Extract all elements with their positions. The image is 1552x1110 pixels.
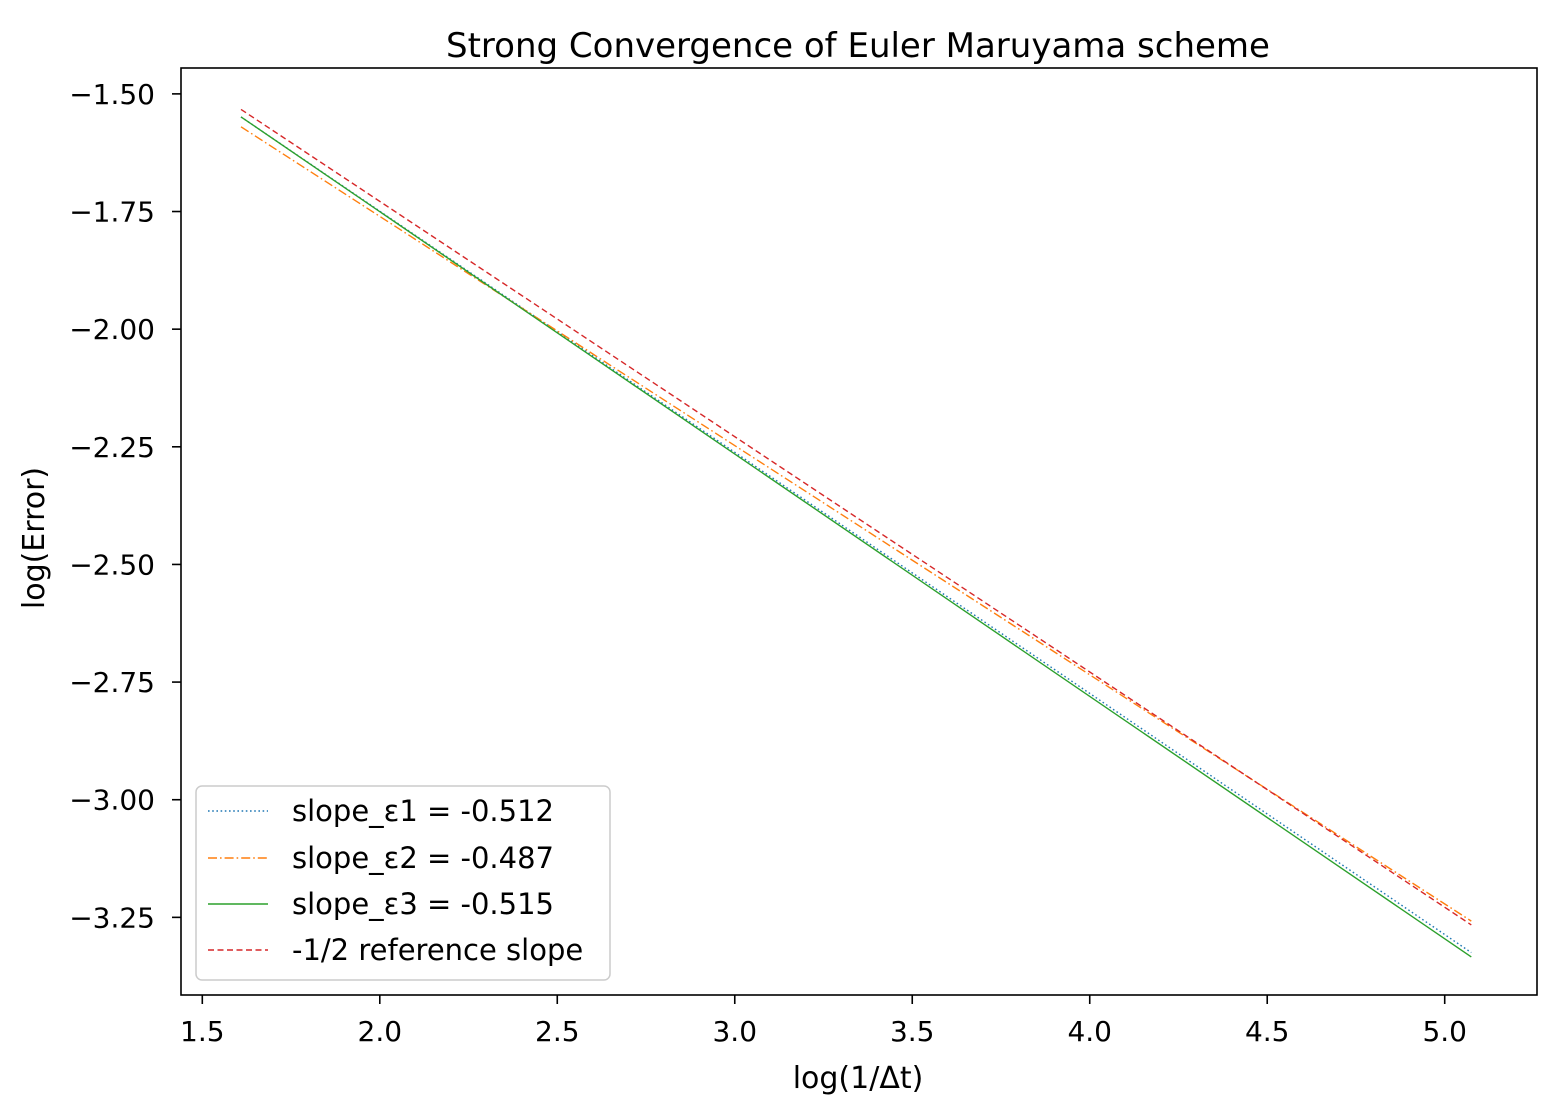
x-tick-label: 4.0 bbox=[1067, 1015, 1112, 1048]
x-axis: 1.5 2.0 2.5 3.0 3.5 4.0 4.5 5.0 bbox=[180, 995, 1467, 1048]
y-tick-label: −2.50 bbox=[69, 548, 155, 581]
x-tick-label: 3.5 bbox=[890, 1015, 935, 1048]
legend-label-1: slope_ε1 = -0.512 bbox=[292, 794, 554, 828]
legend-label-3: slope_ε3 = -0.515 bbox=[292, 887, 554, 921]
x-tick-label: 4.5 bbox=[1245, 1015, 1290, 1048]
y-tick-label: −1.50 bbox=[69, 78, 155, 111]
y-tick-label: −3.25 bbox=[69, 901, 155, 934]
y-tick-label: −3.00 bbox=[69, 784, 155, 817]
y-tick-label: −2.75 bbox=[69, 666, 155, 699]
legend: slope_ε1 = -0.512 slope_ε2 = -0.487 slope_… bbox=[195, 785, 611, 981]
y-axis: −1.50 −1.75 −2.00 −2.25 −2.50 −2.75 −3.00 −3.25 bbox=[69, 78, 181, 934]
plot-area bbox=[240, 108, 1472, 958]
y-axis-label: log(Error) bbox=[17, 467, 52, 609]
chart-title: Strong Convergence of Euler Maruyama sch… bbox=[446, 26, 1270, 66]
x-tick-label: 3.0 bbox=[712, 1015, 757, 1048]
x-tick-label: 5.0 bbox=[1422, 1015, 1467, 1048]
legend-label-2: slope_ε2 = -0.487 bbox=[292, 841, 554, 875]
y-tick-label: −2.00 bbox=[69, 313, 155, 346]
x-tick-label: 1.5 bbox=[180, 1015, 225, 1048]
axes-frame bbox=[180, 67, 1538, 996]
x-tick-label: 2.0 bbox=[358, 1015, 403, 1048]
y-tick-label: −2.25 bbox=[69, 431, 155, 464]
series-line-4 bbox=[240, 108, 1472, 926]
y-tick-label: −1.75 bbox=[69, 196, 155, 229]
x-axis-label: log(1/Δt) bbox=[793, 1061, 924, 1096]
legend-box bbox=[195, 785, 611, 981]
legend-label-4: -1/2 reference slope bbox=[292, 933, 583, 967]
x-tick-label: 2.5 bbox=[535, 1015, 580, 1048]
series-line-3 bbox=[240, 116, 1472, 958]
